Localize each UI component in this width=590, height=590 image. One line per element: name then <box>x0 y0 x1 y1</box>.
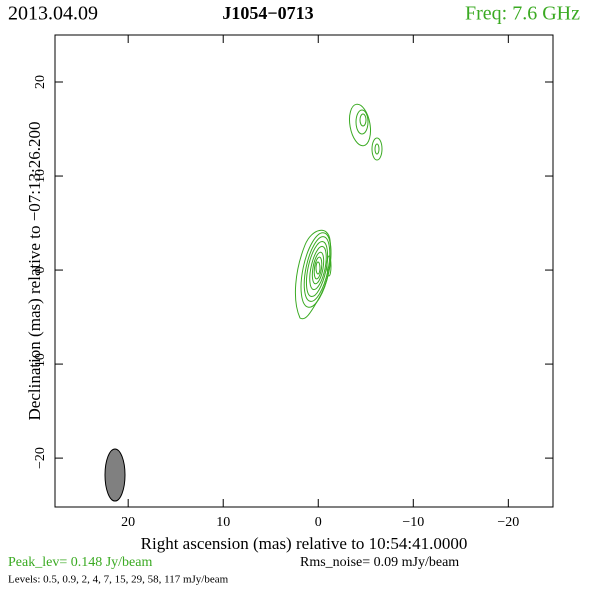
beam <box>104 448 126 502</box>
contour <box>359 113 367 127</box>
contour <box>309 245 327 291</box>
contour <box>371 137 383 161</box>
x-tick-label: 0 <box>315 515 322 530</box>
y-tick-label: 0 <box>33 267 48 274</box>
y-axis-label: Declination (mas) relative to −07:13:26.… <box>25 122 44 421</box>
contour <box>303 236 331 302</box>
contour <box>300 232 332 308</box>
contour <box>374 143 380 155</box>
x-tick-label: 20 <box>121 515 135 530</box>
x-tick-label: −20 <box>497 515 519 530</box>
x-tick-label: 10 <box>216 515 230 530</box>
date: 2013.04.09 <box>8 3 98 25</box>
contour <box>355 109 369 135</box>
y-tick-label: 20 <box>33 75 48 89</box>
frequency: Freq: 7.6 GHz <box>465 3 580 25</box>
peak-level: Peak_lev= 0.148 Jy/beam <box>8 555 152 570</box>
contour <box>313 256 323 280</box>
contours <box>295 103 383 320</box>
y-tick-label: 10 <box>33 169 48 183</box>
x-axis-label: Right ascension (mas) relative to 10:54:… <box>141 534 468 553</box>
chart-title: J1054−0713 <box>222 3 313 23</box>
y-tick-label: −20 <box>33 447 48 469</box>
contour <box>348 103 372 147</box>
plot-frame <box>54 34 554 508</box>
contour <box>326 255 332 277</box>
y-tick-label: −10 <box>33 353 48 375</box>
contour <box>311 251 325 285</box>
contour <box>315 261 321 275</box>
levels: Levels: 0.5, 0.9, 2, 4, 7, 15, 29, 58, 1… <box>8 574 229 586</box>
contour <box>305 241 329 297</box>
x-tick-label: −10 <box>402 515 424 530</box>
rms-noise: Rms_noise= 0.09 mJy/beam <box>300 555 459 570</box>
